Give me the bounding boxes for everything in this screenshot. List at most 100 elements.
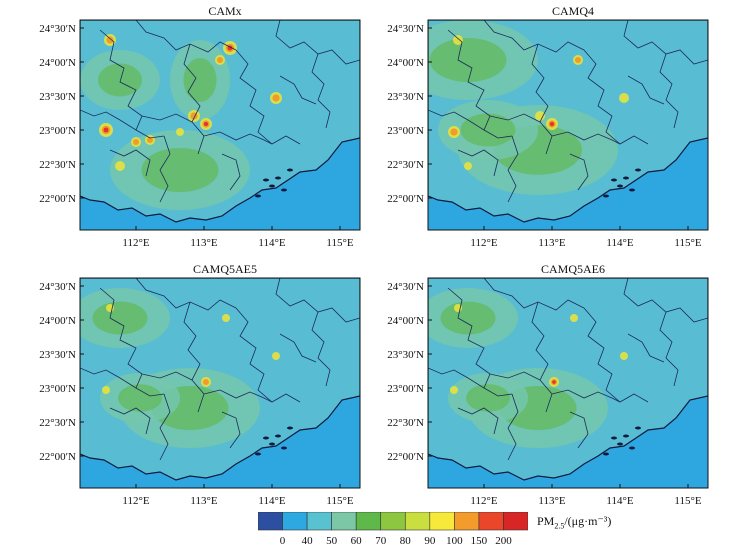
- admin-border: [221, 411, 241, 449]
- admin-border: [428, 367, 513, 397]
- lat-tick-label: 24°00′N: [387, 57, 424, 69]
- pollution-hotspot: [272, 352, 280, 360]
- island: [275, 434, 281, 438]
- colorbar-swatch: [380, 512, 406, 531]
- lat-tick-label: 24°30′N: [387, 23, 424, 35]
- panel-title: CAMQ4: [551, 4, 594, 18]
- island: [623, 434, 629, 438]
- pollution-hotspot: [222, 314, 230, 322]
- colorbar-swatch: [503, 512, 528, 531]
- pollution-hotspot: [203, 379, 209, 385]
- lon-tick-label: 112°E: [122, 237, 149, 249]
- lon-tick-label: 115°E: [674, 495, 701, 507]
- coastline: [428, 20, 708, 223]
- island: [603, 452, 609, 456]
- admin-border: [457, 407, 499, 435]
- island: [255, 194, 261, 198]
- admin-border: [583, 307, 621, 403]
- colorbar-tick-label: 150: [471, 535, 488, 547]
- map-frame: [79, 277, 361, 489]
- admin-border: [659, 311, 679, 387]
- lat-tick-label: 22°00′N: [39, 451, 76, 463]
- island: [635, 168, 641, 172]
- island: [611, 436, 617, 440]
- lat-tick-label: 22°00′N: [387, 451, 424, 463]
- colorbar-swatch: [306, 512, 332, 531]
- lat-tick-label: 23°00′N: [387, 383, 424, 395]
- lon-tick-label: 113°E: [538, 495, 565, 507]
- map-canvas: 24°30′N 24°00′N 23°30′N 23°00′N 22°30′N 22°00…: [387, 277, 709, 507]
- lat-tick-label: 23°00′N: [387, 125, 424, 137]
- lat-tick-label: 22°00′N: [387, 193, 424, 205]
- admin-border: [80, 109, 165, 139]
- pollution-zone: [466, 384, 510, 412]
- colorbar-swatch: [258, 512, 283, 531]
- pollution-zone: [141, 148, 219, 192]
- admin-border: [183, 301, 205, 413]
- admin-border: [275, 278, 360, 323]
- colorbar-unit-label: PM2.5/(μg·m⁻³): [537, 514, 612, 531]
- lon-tick-label: 114°E: [606, 237, 633, 249]
- admin-border: [531, 301, 553, 413]
- pollution-hotspot: [217, 57, 223, 63]
- lon-tick-label: 114°E: [258, 495, 285, 507]
- lat-tick-label: 22°30′N: [387, 159, 424, 171]
- lon-tick-label: 112°E: [470, 237, 497, 249]
- pollution-zone: [429, 38, 507, 82]
- admin-border: [99, 287, 143, 389]
- lat-tick-label: 24°00′N: [39, 315, 76, 327]
- admin-border: [551, 131, 649, 145]
- island: [635, 426, 641, 430]
- island: [287, 426, 293, 430]
- island: [255, 452, 261, 456]
- coastline: [80, 20, 360, 223]
- pollution-hotspot: [552, 380, 556, 384]
- colorbar-swatch: [404, 512, 431, 531]
- colorbar-tick-label: 90: [424, 535, 436, 547]
- admin-border: [447, 29, 491, 131]
- lat-tick-label: 22°00′N: [39, 193, 76, 205]
- island: [603, 194, 609, 198]
- pollution-hotspot: [549, 121, 555, 127]
- admin-border: [109, 407, 151, 435]
- admin-border: [99, 29, 143, 131]
- colorbar-swatch: [454, 512, 480, 531]
- admin-border: [311, 53, 331, 129]
- island: [629, 188, 635, 192]
- admin-border: [447, 287, 491, 389]
- map-panel-camq4: CAMQ4 24°30′N 24°00′N 23°30′N 23°00′N 22°30′…: [387, 4, 718, 249]
- pollution-hotspot: [115, 161, 125, 171]
- panel-title: CAMx: [208, 4, 242, 18]
- coastline: [428, 278, 708, 481]
- lat-tick-label: 24°30′N: [387, 281, 424, 293]
- island: [623, 176, 629, 180]
- lat-tick-label: 24°30′N: [39, 23, 76, 35]
- colorbar-swatch: [478, 512, 504, 531]
- admin-border: [489, 371, 541, 381]
- pollution-zone: [118, 384, 162, 412]
- pollution-hotspot: [535, 111, 545, 121]
- colorbar-tick-label: 100: [446, 535, 463, 547]
- lat-tick-label: 23°30′N: [387, 91, 424, 103]
- admin-border: [159, 135, 171, 203]
- island: [617, 442, 623, 446]
- coastline: [80, 278, 360, 481]
- admin-border: [203, 389, 301, 403]
- island: [287, 168, 293, 172]
- admin-border: [659, 53, 679, 129]
- admin-border: [623, 20, 708, 65]
- lat-tick-label: 23°00′N: [39, 383, 76, 395]
- admin-border: [235, 307, 273, 403]
- island: [611, 178, 617, 182]
- admin-border: [183, 43, 205, 155]
- admin-border: [135, 278, 237, 311]
- colorbar-swatch: [282, 512, 308, 531]
- panel-title: CAMQ5AE6: [540, 262, 605, 276]
- island: [629, 446, 635, 450]
- map-canvas: 24°30′N 24°00′N 23°30′N 23°00′N 22°30′N 22°00…: [39, 19, 361, 249]
- admin-border: [483, 278, 585, 311]
- admin-border: [141, 113, 193, 123]
- lon-tick-label: 113°E: [190, 237, 217, 249]
- admin-border: [221, 153, 241, 191]
